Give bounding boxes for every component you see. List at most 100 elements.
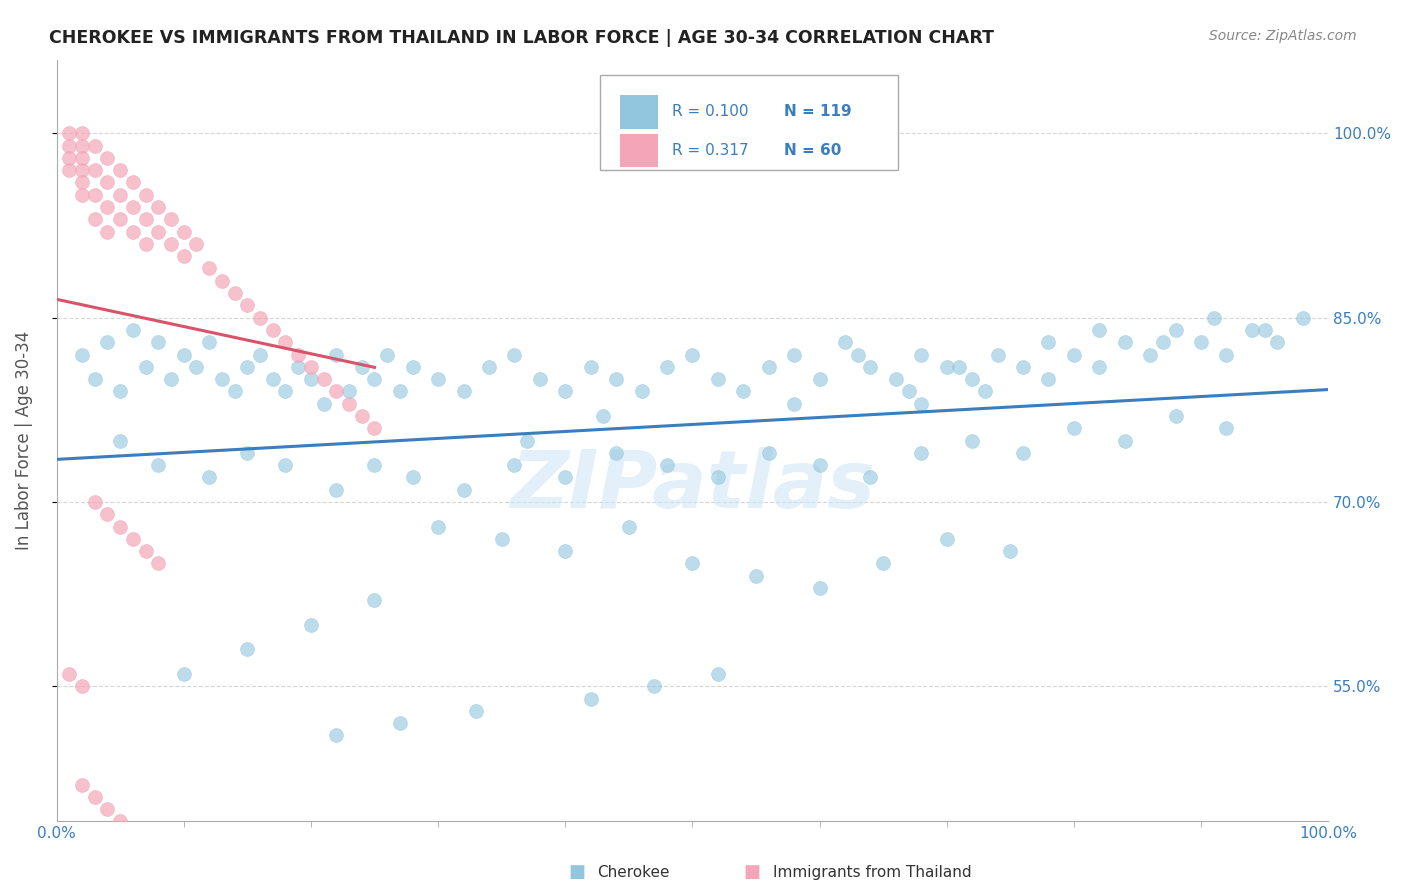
Point <box>148 225 170 239</box>
Point <box>986 347 1008 361</box>
Point <box>910 446 932 460</box>
Point <box>122 176 145 190</box>
Point <box>312 372 335 386</box>
FancyBboxPatch shape <box>620 134 658 168</box>
Point <box>70 126 93 140</box>
Point <box>350 409 373 423</box>
Point <box>224 384 246 399</box>
Point <box>808 458 831 472</box>
Point <box>148 458 170 472</box>
Point <box>363 372 385 386</box>
Point <box>1215 421 1237 435</box>
Point <box>211 274 233 288</box>
Point <box>910 347 932 361</box>
Point <box>1038 335 1060 350</box>
Point <box>388 384 411 399</box>
Text: CHEROKEE VS IMMIGRANTS FROM THAILAND IN LABOR FORCE | AGE 30-34 CORRELATION CHAR: CHEROKEE VS IMMIGRANTS FROM THAILAND IN … <box>49 29 994 46</box>
Point <box>262 323 284 337</box>
Point <box>375 347 398 361</box>
Point <box>1253 323 1275 337</box>
Point <box>70 176 93 190</box>
Point <box>453 384 475 399</box>
Point <box>363 421 385 435</box>
Point <box>325 347 347 361</box>
Point <box>173 347 195 361</box>
Point <box>108 814 131 829</box>
Point <box>122 225 145 239</box>
Point <box>910 397 932 411</box>
Point <box>58 163 80 178</box>
Point <box>579 359 602 374</box>
Point <box>262 372 284 386</box>
Point <box>58 126 80 140</box>
Point <box>108 187 131 202</box>
Point <box>135 544 157 558</box>
Point <box>834 335 856 350</box>
Point <box>211 372 233 386</box>
Point <box>1012 446 1035 460</box>
Point <box>96 335 118 350</box>
Point <box>783 397 806 411</box>
Point <box>83 187 105 202</box>
Point <box>758 446 780 460</box>
Point <box>337 384 360 399</box>
Point <box>274 335 297 350</box>
Point <box>1114 335 1136 350</box>
Point <box>363 593 385 607</box>
Point <box>491 532 513 546</box>
Point <box>198 335 221 350</box>
Point <box>1215 347 1237 361</box>
Point <box>707 470 730 484</box>
Point <box>1088 359 1111 374</box>
Point <box>808 372 831 386</box>
Point <box>108 384 131 399</box>
Point <box>83 163 105 178</box>
Point <box>274 458 297 472</box>
Point <box>148 335 170 350</box>
Point <box>70 187 93 202</box>
Point <box>745 568 768 582</box>
Point <box>96 151 118 165</box>
Point <box>605 372 627 386</box>
Point <box>529 372 551 386</box>
Text: N = 60: N = 60 <box>785 143 841 158</box>
Point <box>325 483 347 497</box>
Point <box>554 384 576 399</box>
Point <box>846 347 869 361</box>
Text: ZIPatlas: ZIPatlas <box>510 447 875 525</box>
Point <box>236 298 259 312</box>
Point <box>681 347 703 361</box>
Point <box>554 470 576 484</box>
Point <box>401 359 423 374</box>
Y-axis label: In Labor Force | Age 30-34: In Labor Force | Age 30-34 <box>15 331 32 550</box>
Point <box>236 446 259 460</box>
Point <box>1063 421 1085 435</box>
Point <box>1114 434 1136 448</box>
Point <box>108 212 131 227</box>
Point <box>299 372 322 386</box>
Point <box>148 557 170 571</box>
Text: R = 0.317: R = 0.317 <box>672 143 748 158</box>
Point <box>58 138 80 153</box>
Point <box>897 384 920 399</box>
Point <box>96 802 118 816</box>
Point <box>948 359 970 374</box>
Point <box>681 557 703 571</box>
Point <box>960 372 983 386</box>
Point <box>236 359 259 374</box>
Point <box>287 359 309 374</box>
Point <box>122 532 145 546</box>
Point <box>96 200 118 214</box>
Point <box>96 225 118 239</box>
Point <box>70 778 93 792</box>
Point <box>1063 347 1085 361</box>
Point <box>1152 335 1174 350</box>
Point <box>122 200 145 214</box>
Point <box>83 138 105 153</box>
Point <box>1164 409 1187 423</box>
Point <box>70 138 93 153</box>
Point <box>325 728 347 742</box>
Point <box>503 458 526 472</box>
Point <box>427 372 450 386</box>
Point <box>973 384 995 399</box>
